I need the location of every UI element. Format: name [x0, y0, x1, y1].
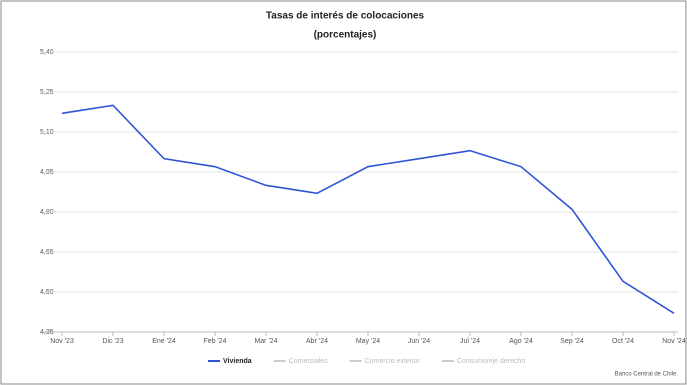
- legend-label: Comerciales: [289, 358, 328, 365]
- legend-label: Vivienda: [223, 358, 252, 365]
- x-tick-label: Nov '24: [662, 338, 686, 345]
- x-tick-label: Ene '24: [152, 338, 176, 345]
- chart-title: Tasas de interés de colocaciones: [266, 11, 425, 22]
- x-tick-label: Abr '24: [306, 338, 328, 345]
- x-tick-label: Ago '24: [509, 338, 533, 345]
- x-tick-label: Mar '24: [254, 338, 277, 345]
- x-tick-label: Jun '24: [408, 338, 430, 345]
- legend-label: Consumo/eje derecho: [457, 358, 526, 365]
- x-tick-label: Dic '23: [102, 338, 123, 345]
- x-tick-label: Oct '24: [612, 338, 634, 345]
- series-line: [61, 104, 675, 315]
- legend-label: Comercio exterior: [365, 358, 421, 365]
- x-tick-label: Nov '23: [50, 338, 74, 345]
- x-tick-label: Feb '24: [203, 338, 226, 345]
- x-tick-label: Sep '24: [560, 338, 584, 345]
- x-tick-label: Jul '24: [460, 338, 480, 345]
- chart-subtitle: (porcentajes): [314, 30, 377, 41]
- credits: Banco Central de Chile.: [615, 372, 679, 378]
- x-tick-label: May '24: [356, 338, 380, 345]
